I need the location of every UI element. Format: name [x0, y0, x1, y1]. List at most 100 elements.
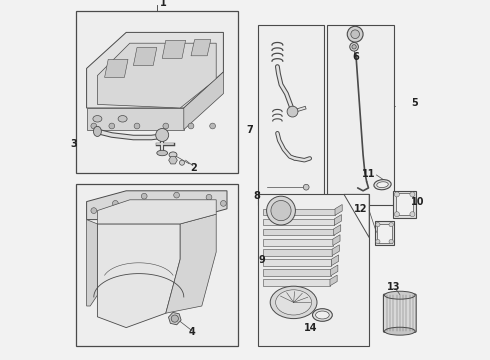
Polygon shape — [335, 204, 342, 215]
Text: 12: 12 — [354, 204, 368, 214]
Circle shape — [351, 30, 360, 39]
Polygon shape — [344, 194, 369, 238]
Ellipse shape — [169, 152, 177, 158]
Polygon shape — [331, 255, 339, 266]
Text: 13: 13 — [387, 282, 400, 292]
Circle shape — [98, 213, 104, 219]
Polygon shape — [184, 72, 223, 130]
Polygon shape — [263, 209, 335, 215]
Polygon shape — [98, 43, 216, 108]
Polygon shape — [332, 245, 339, 256]
Bar — [396, 193, 414, 215]
Polygon shape — [334, 215, 342, 225]
Text: 7: 7 — [246, 125, 253, 135]
Polygon shape — [87, 32, 223, 108]
Polygon shape — [263, 239, 333, 246]
Polygon shape — [330, 275, 337, 286]
Circle shape — [192, 211, 197, 217]
Circle shape — [303, 184, 309, 190]
Circle shape — [113, 201, 118, 206]
Ellipse shape — [385, 291, 415, 299]
Ellipse shape — [316, 311, 329, 319]
Circle shape — [394, 192, 399, 197]
Circle shape — [389, 239, 393, 244]
Circle shape — [91, 208, 97, 213]
Polygon shape — [191, 40, 211, 56]
Bar — [258, 25, 324, 205]
Bar — [327, 25, 393, 205]
Polygon shape — [331, 265, 338, 276]
Ellipse shape — [118, 116, 127, 122]
Ellipse shape — [377, 182, 388, 188]
Ellipse shape — [275, 290, 312, 315]
Circle shape — [271, 201, 291, 221]
Bar — [258, 194, 369, 346]
Ellipse shape — [374, 180, 391, 190]
Circle shape — [376, 222, 380, 227]
Polygon shape — [263, 269, 331, 276]
Polygon shape — [263, 229, 334, 235]
Polygon shape — [263, 279, 330, 286]
Circle shape — [287, 106, 298, 117]
Polygon shape — [98, 200, 216, 224]
FancyBboxPatch shape — [383, 294, 416, 332]
Circle shape — [352, 45, 356, 49]
Polygon shape — [98, 224, 180, 328]
Ellipse shape — [385, 327, 415, 335]
Polygon shape — [169, 157, 177, 164]
Text: 5: 5 — [411, 98, 418, 108]
Polygon shape — [263, 219, 334, 225]
Polygon shape — [104, 59, 128, 77]
Circle shape — [210, 123, 216, 129]
Text: 8: 8 — [253, 191, 260, 201]
Circle shape — [376, 239, 380, 244]
Text: 2: 2 — [191, 163, 197, 173]
Circle shape — [91, 123, 97, 129]
Circle shape — [347, 26, 363, 42]
Circle shape — [394, 212, 399, 217]
Circle shape — [410, 212, 415, 217]
Circle shape — [141, 193, 147, 199]
Ellipse shape — [313, 309, 332, 321]
Text: 11: 11 — [362, 168, 375, 179]
Circle shape — [163, 123, 169, 129]
Text: 14: 14 — [304, 323, 318, 333]
Bar — [374, 221, 394, 245]
Text: 3: 3 — [71, 139, 77, 149]
Polygon shape — [263, 249, 332, 256]
Text: 10: 10 — [411, 197, 424, 207]
Circle shape — [350, 42, 358, 51]
Text: 9: 9 — [259, 255, 266, 265]
Ellipse shape — [270, 286, 317, 319]
Bar — [76, 184, 238, 346]
Ellipse shape — [93, 116, 102, 122]
Polygon shape — [263, 259, 331, 266]
Polygon shape — [333, 235, 340, 246]
Text: 1: 1 — [160, 0, 167, 8]
Circle shape — [410, 192, 415, 197]
Bar — [377, 224, 392, 243]
Bar — [76, 11, 238, 173]
Circle shape — [188, 123, 194, 129]
Polygon shape — [166, 214, 216, 313]
Circle shape — [171, 315, 178, 322]
Polygon shape — [162, 40, 186, 58]
Circle shape — [134, 123, 140, 129]
Circle shape — [109, 123, 115, 129]
Circle shape — [156, 129, 169, 141]
Text: 6: 6 — [352, 52, 359, 62]
Polygon shape — [87, 191, 227, 220]
Circle shape — [206, 194, 212, 200]
Polygon shape — [133, 48, 157, 66]
Ellipse shape — [157, 150, 168, 156]
Circle shape — [267, 196, 295, 225]
Polygon shape — [334, 225, 341, 235]
Circle shape — [389, 222, 393, 227]
Polygon shape — [87, 108, 184, 130]
Circle shape — [174, 192, 179, 198]
Bar — [393, 191, 416, 218]
Ellipse shape — [94, 126, 101, 136]
Text: 4: 4 — [188, 327, 195, 337]
Polygon shape — [87, 220, 98, 306]
Circle shape — [220, 201, 226, 206]
